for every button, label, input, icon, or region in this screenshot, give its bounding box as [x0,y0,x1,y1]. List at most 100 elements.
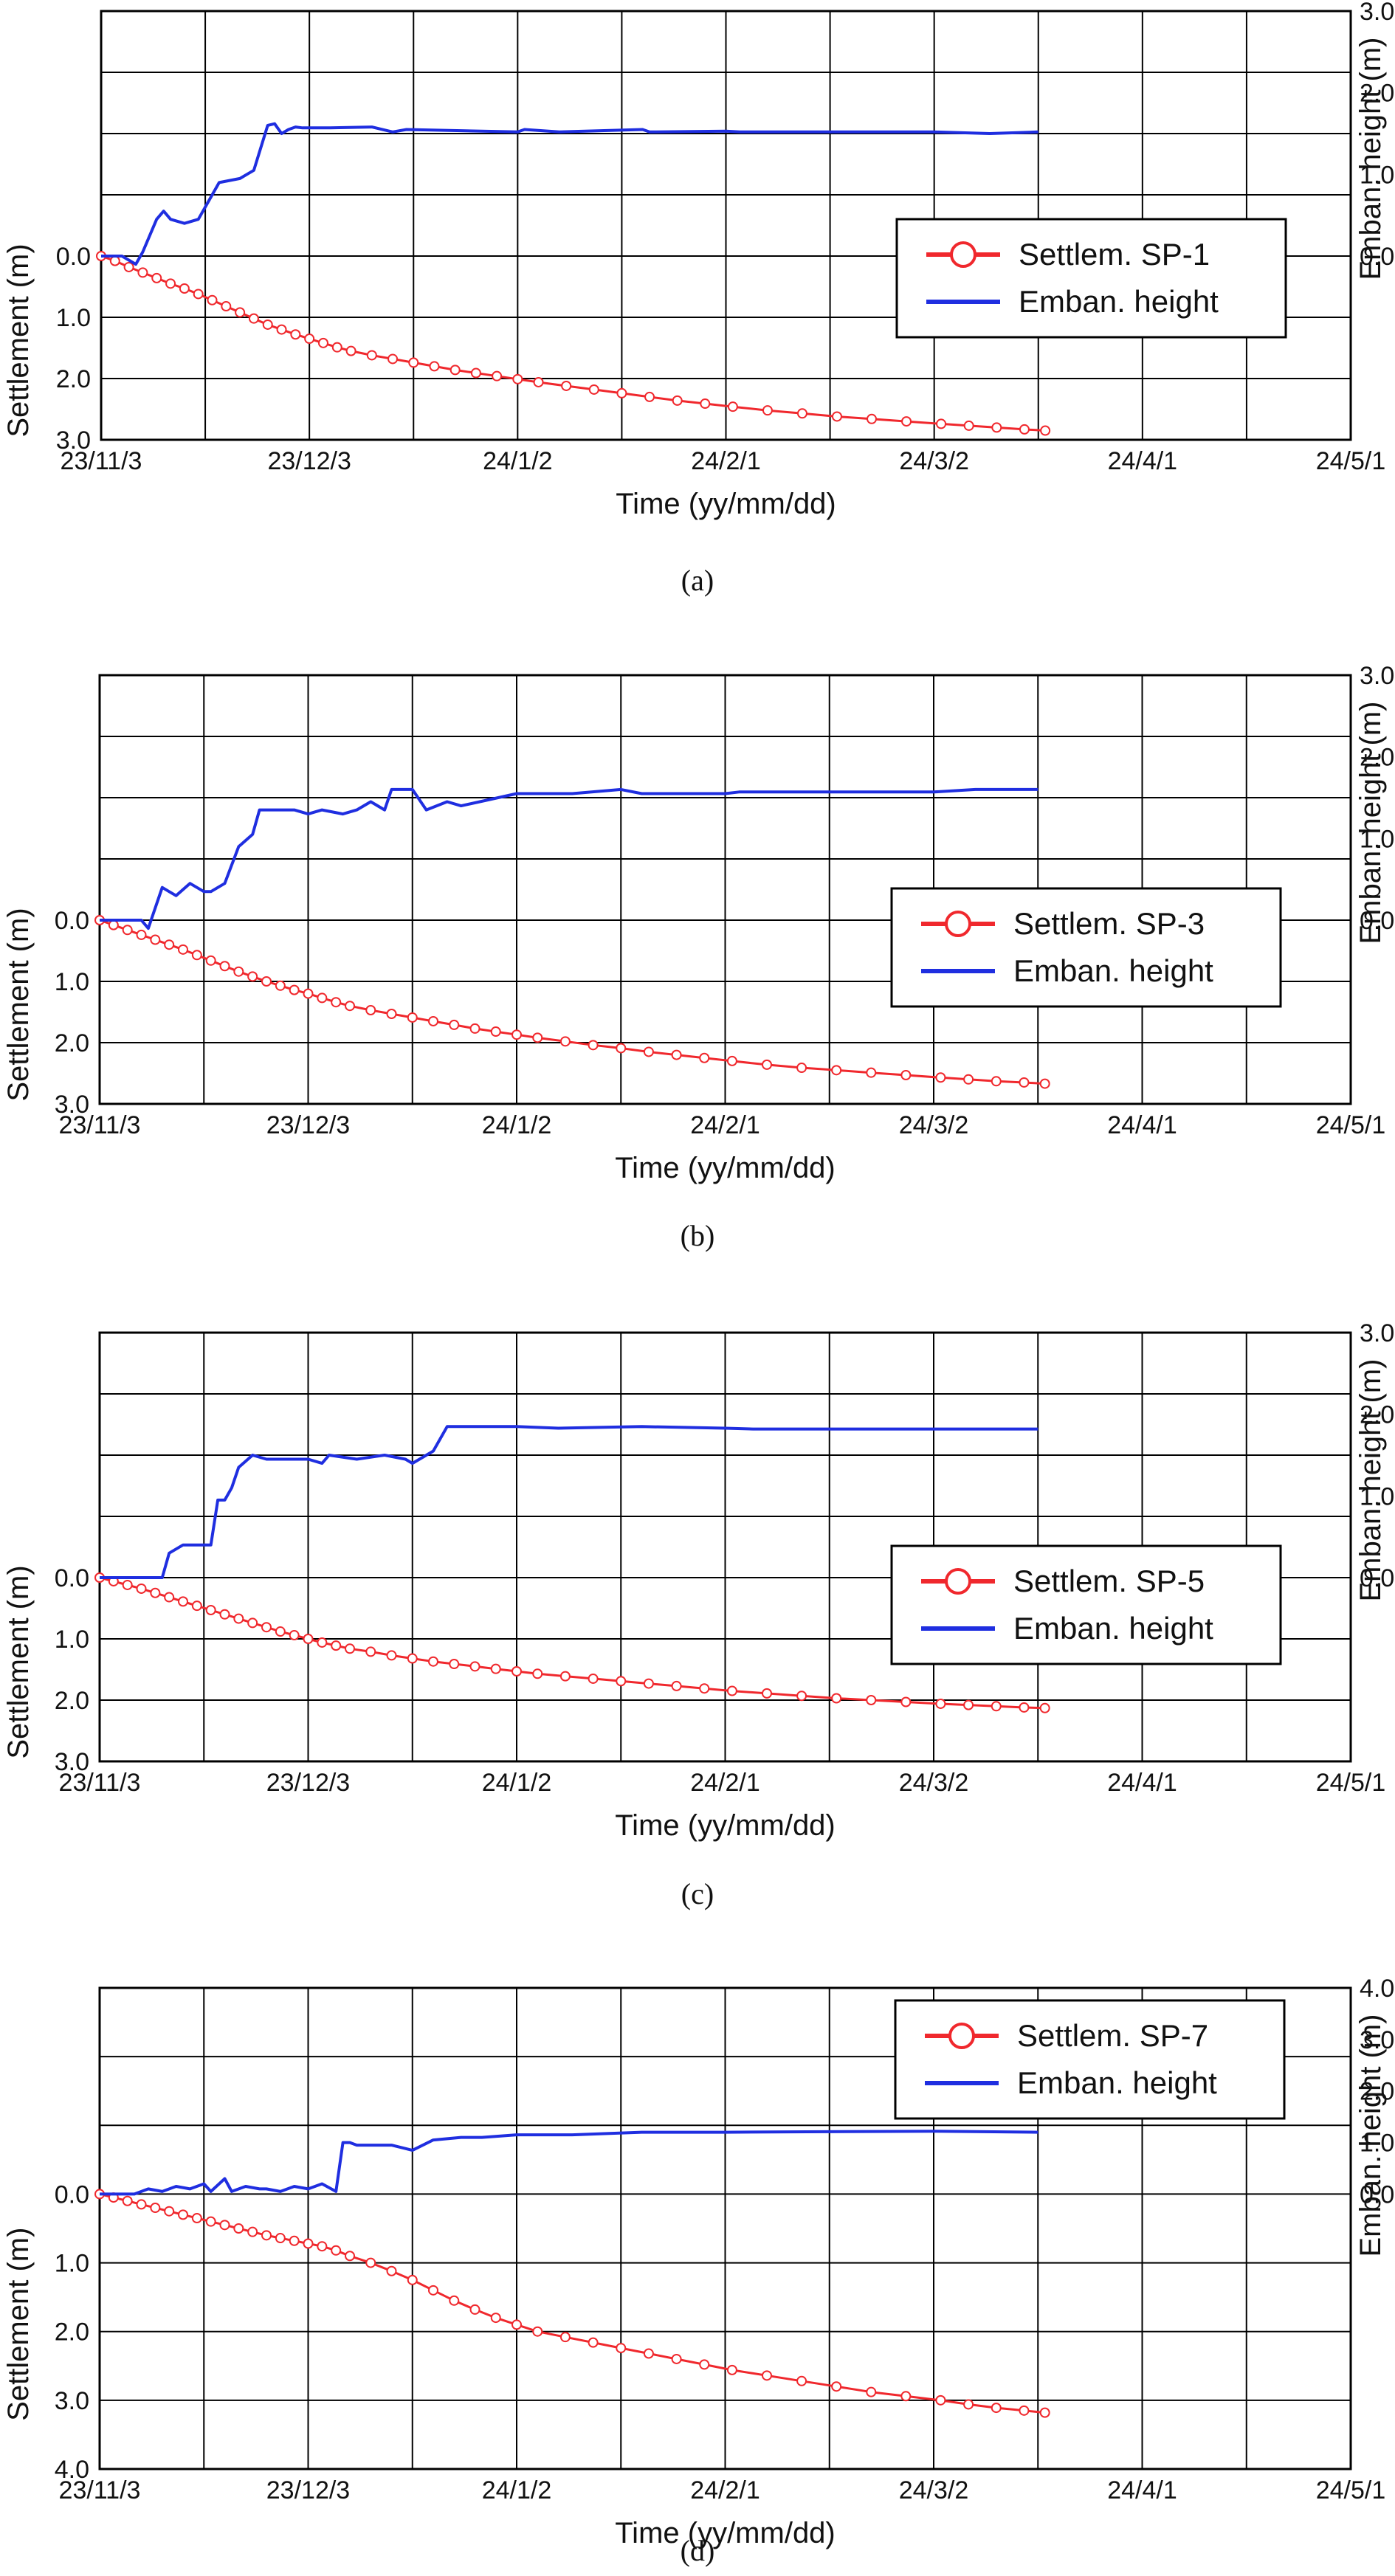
settlement-point [866,1695,877,1705]
x-tick-label: 24/3/2 [899,1769,969,1797]
left-tick-label: 0.0 [55,1564,89,1592]
settlement-point [616,387,627,398]
settlement-point [469,1661,480,1672]
right-axis-title: Emban. height (m) [1354,37,1387,280]
settlement-point [1019,424,1030,435]
left-tick-label: 1.0 [55,2250,89,2278]
settlement-point [386,1008,397,1019]
x-tick-label: 24/5/1 [1316,2476,1386,2504]
settlement-point [727,401,738,412]
left-tick-label: 2.0 [56,365,91,393]
x-axis-title: Time (yy/mm/dd) [615,1809,836,1842]
settlement-point [386,1650,397,1661]
left-tick-label: 0.0 [55,907,89,935]
embankment-series [101,122,1038,266]
left-tick-label: 3.0 [55,2387,89,2415]
settlement-point [219,1609,230,1620]
right-tick-label: 1.0 [1360,1482,1394,1510]
x-tick-label: 24/5/1 [1316,447,1386,475]
embankment-line [100,787,1038,930]
settlement-point [991,1701,1002,1712]
settlement-point [900,1696,912,1707]
legend-marker-settlement [950,241,976,268]
settlement-series [94,1572,1050,1713]
settlement-point [490,1026,501,1037]
settlement-point [136,929,147,940]
settlement-point [365,2257,376,2268]
x-tick-label: 24/4/1 [1107,2476,1177,2504]
right-tick-label: 0.0 [1360,1564,1394,1592]
legend-label-settlement: Settlem. SP-3 [1013,906,1205,941]
settlement-point [699,1052,710,1063]
settlement-point [512,2319,522,2330]
settlement-point [303,988,314,999]
x-tick-label: 23/12/3 [266,1111,350,1139]
settlement-point [345,2251,355,2262]
settlement-point [289,2235,300,2246]
legend-label-embankment: Emban. height [1013,1611,1213,1646]
left-tick-label: 0.0 [56,243,91,271]
settlement-point [588,1673,599,1684]
legend-marker-settlement [948,2023,975,2049]
left-tick-label: 0.0 [55,2180,89,2209]
legend-marker-settlement [945,1568,971,1595]
x-tick-label: 24/4/1 [1107,1769,1177,1797]
settlement-point [561,380,572,391]
legend-label-settlement: Settlem. SP-1 [1019,237,1210,272]
settlement-point [901,416,912,427]
settlement-point [275,980,286,991]
settlement-point [900,2391,912,2402]
x-tick-label: 23/11/3 [59,1769,141,1797]
x-tick-label: 24/5/1 [1316,1111,1386,1139]
settlement-point [179,283,190,294]
x-tick-label: 24/3/2 [899,1111,969,1139]
settlement-point [428,2285,438,2296]
left-tick-label: 2.0 [55,2318,89,2347]
x-tick-label: 24/2/1 [690,1769,760,1797]
settlement-point [247,1617,258,1629]
settlement-point [726,1685,737,1696]
x-tick-label: 24/1/2 [482,2476,552,2504]
legend-label-settlement: Settlem. SP-7 [1017,2018,1208,2053]
settlement-series [94,915,1050,1089]
settlement-point [205,955,216,966]
legend-label-embankment: Emban. height [1013,953,1213,988]
settlement-point [831,1065,842,1076]
settlement-point [164,939,175,950]
right-tick-label: 0.0 [1360,2180,1394,2209]
settlement-point [616,2343,627,2354]
x-tick-label: 23/11/3 [59,1111,141,1139]
settlement-point [122,925,133,936]
settlement-point [109,255,120,266]
settlement-point [331,342,342,353]
settlement-point [289,984,300,995]
settlement-point [699,1683,710,1694]
settlement-point [512,1029,522,1040]
right-tick-label: 2.0 [1360,1401,1394,1429]
settlement-point [407,1653,418,1664]
settlement-point [428,1015,438,1026]
settlement-point [762,2370,772,2381]
settlement-point [178,2209,188,2220]
settlement-point [150,934,161,945]
right-axis-title: Emban. height (m) [1354,701,1387,944]
settlement-point [700,398,711,410]
settlement-series [96,251,1051,436]
settlement-point [831,411,842,422]
settlement-point [450,365,461,376]
left-axis-title: Settlement (m) [2,908,35,1101]
settlement-point [388,353,399,365]
settlement-point [935,1698,946,1709]
settlement-point [490,2313,501,2324]
settlement-point [616,1043,627,1054]
settlement-point [449,2295,460,2306]
settlement-point [366,350,377,361]
settlement-point [866,1067,877,1078]
settlement-point [247,971,258,982]
settlement-point [178,944,188,955]
settlement-point [762,1688,772,1699]
settlement-point [532,1032,543,1043]
settlement-point [616,1676,627,1687]
left-axis-title: Settlement (m) [2,2228,35,2421]
